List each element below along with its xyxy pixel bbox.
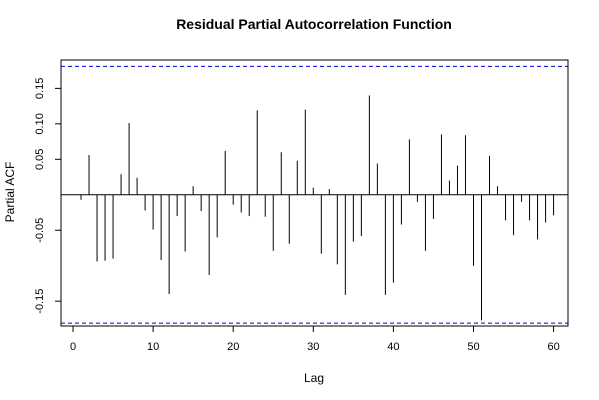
x-tick-label: 40 (387, 341, 399, 353)
pacf-bars (80, 95, 555, 321)
x-tick-label: 10 (147, 341, 159, 353)
y-axis: -0.15 -0.05 0.05 0.10 0.15 (34, 78, 61, 314)
x-axis: 0 10 20 30 40 50 60 (70, 326, 560, 353)
y-tick-label: 0.15 (34, 78, 46, 99)
y-tick-label: -0.15 (34, 289, 46, 314)
y-axis-label: Partial ACF (3, 162, 17, 223)
x-tick-label: 0 (70, 341, 76, 353)
x-tick-label: 30 (307, 341, 319, 353)
y-tick-label: 0.10 (34, 113, 46, 134)
y-tick-label: 0.05 (34, 149, 46, 170)
confidence-lines (61, 65, 568, 324)
x-axis-label: Lag (304, 371, 324, 385)
x-tick-label: 20 (227, 341, 239, 353)
plot-frame (60, 59, 569, 327)
x-tick-label: 50 (467, 341, 479, 353)
chart-title: Residual Partial Autocorrelation Functio… (176, 16, 452, 32)
x-tick-label: 60 (547, 341, 559, 353)
y-tick-label: -0.05 (34, 218, 46, 243)
